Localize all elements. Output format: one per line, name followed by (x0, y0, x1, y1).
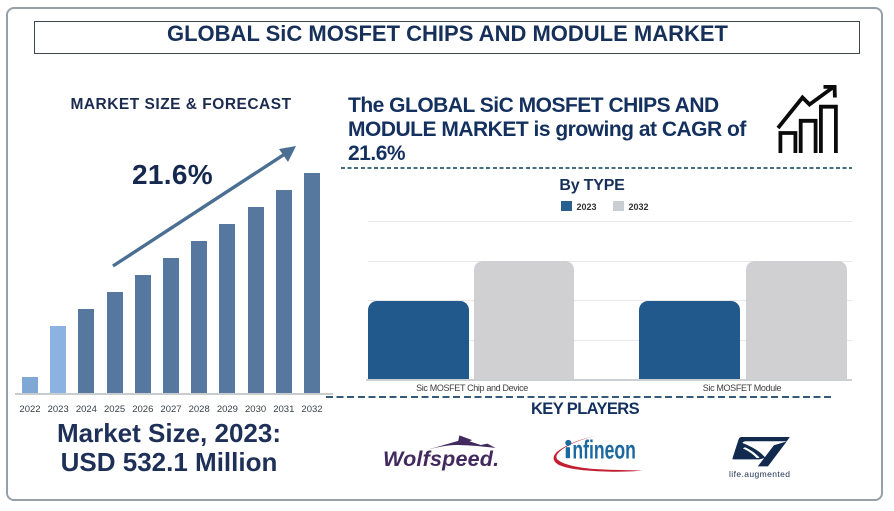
svg-text:nfineon: nfineon (572, 434, 636, 464)
